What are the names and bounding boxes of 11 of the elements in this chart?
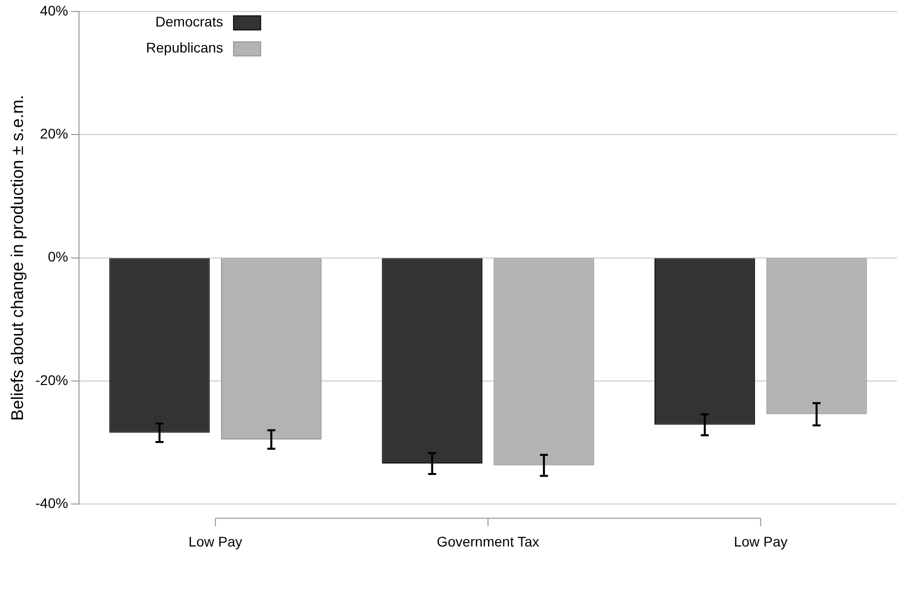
y-tick-label: -20% bbox=[35, 372, 68, 388]
y-tick-label: -40% bbox=[35, 495, 68, 512]
x-tick-label: Low Pay bbox=[734, 533, 788, 550]
x-tick-label: Government Tax bbox=[436, 533, 540, 550]
legend-label: Republicans bbox=[146, 39, 224, 56]
y-tick-label: 0% bbox=[48, 248, 68, 265]
y-tick-label: 20% bbox=[40, 125, 68, 142]
x-tick-label: Low Pay bbox=[188, 533, 242, 550]
legend-label: Democrats bbox=[155, 13, 224, 30]
y-tick-label: 40% bbox=[40, 2, 68, 18]
y-axis-title: Beliefs about change in production ± s.e.m. bbox=[8, 94, 27, 421]
